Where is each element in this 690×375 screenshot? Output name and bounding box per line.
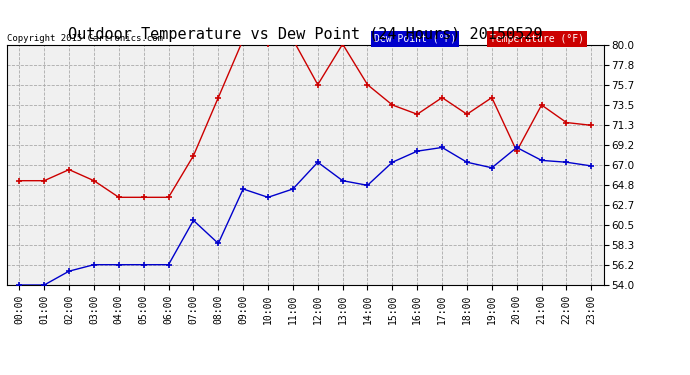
Text: Dew Point (°F): Dew Point (°F) xyxy=(374,34,456,44)
Title: Outdoor Temperature vs Dew Point (24 Hours) 20150529: Outdoor Temperature vs Dew Point (24 Hou… xyxy=(68,27,542,42)
Text: Temperature (°F): Temperature (°F) xyxy=(491,34,584,44)
Text: Copyright 2015 Cartronics.com: Copyright 2015 Cartronics.com xyxy=(7,34,163,43)
